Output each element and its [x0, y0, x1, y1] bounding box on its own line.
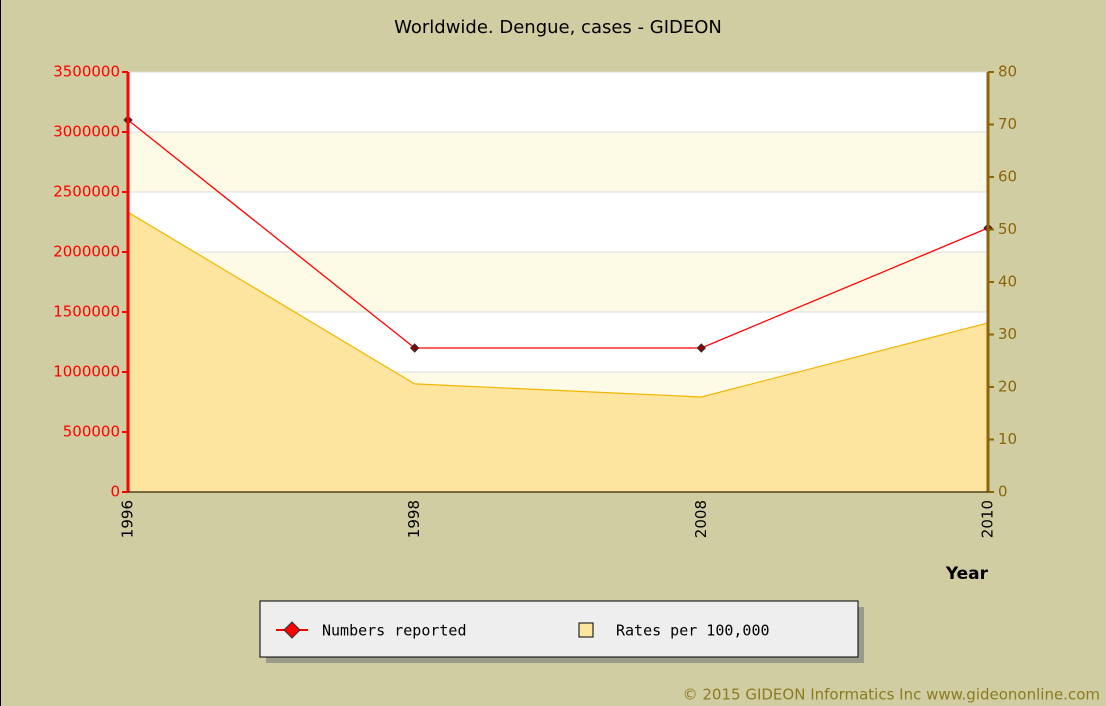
y2-tick-label: 0	[998, 483, 1008, 501]
x-tick-label: 1998	[405, 500, 423, 538]
chart-title: Worldwide. Dengue, cases - GIDEON	[394, 17, 722, 38]
legend-label: Numbers reported	[322, 622, 467, 640]
y2-tick-label: 40	[998, 273, 1017, 291]
y2-tick-label: 10	[998, 430, 1017, 448]
y-tick-label: 500000	[63, 423, 120, 441]
x-tick-label: 1996	[119, 500, 137, 538]
y-tick-label: 1000000	[53, 363, 120, 381]
marker	[696, 343, 707, 353]
y-tick-label: 3000000	[53, 123, 120, 141]
y2-tick-label: 70	[998, 115, 1017, 133]
plot-area	[123, 71, 993, 493]
y-tick-label: 3500000	[53, 63, 120, 81]
y-tick-label: 2000000	[53, 243, 120, 261]
legend	[259, 600, 859, 658]
line	[127, 119, 989, 349]
legend-marker	[283, 621, 301, 639]
y2-tick-label: 60	[998, 168, 1017, 186]
y2-tick-label: 50	[998, 220, 1017, 238]
y2-tick-label: 80	[998, 63, 1017, 81]
y-tick-label: 0	[110, 483, 120, 501]
legend-swatch	[578, 622, 594, 638]
y-tick-label: 1500000	[53, 303, 120, 321]
marker	[409, 343, 420, 353]
grid-band	[128, 132, 988, 192]
x-axis-label: Year	[945, 564, 989, 584]
x-tick-label: 2008	[692, 500, 710, 538]
y-tick-label: 2500000	[53, 183, 120, 201]
legend-label: Rates per 100,000	[616, 622, 770, 640]
y2-tick-label: 30	[998, 325, 1017, 343]
x-tick-label: 2010	[979, 500, 997, 538]
y2-tick-label: 20	[998, 378, 1017, 396]
footer: © 2015 GIDEON Informatics Inc www.gideon…	[683, 686, 1100, 704]
